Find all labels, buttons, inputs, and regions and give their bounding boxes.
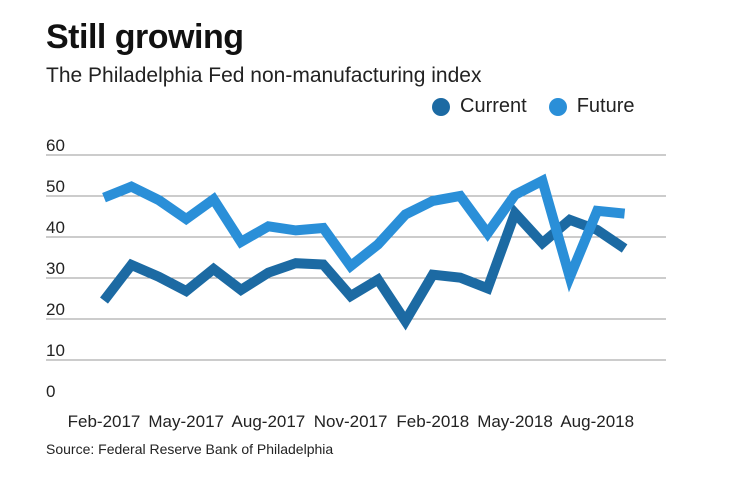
y-tick-label: 40 — [46, 218, 65, 237]
y-tick-label: 60 — [46, 136, 65, 155]
legend-item-future: Future — [548, 95, 635, 118]
legend-swatch-future — [548, 97, 567, 116]
chart-title: Still growing — [46, 18, 244, 56]
x-tick-label: May-2018 — [477, 412, 553, 431]
x-tick-label: May-2017 — [148, 412, 224, 431]
source-note: Source: Federal Reserve Bank of Philadel… — [46, 441, 334, 457]
legend-swatch-current — [432, 97, 450, 116]
x-tick-label: Nov-2017 — [314, 412, 388, 431]
y-tick-label: 20 — [46, 300, 65, 319]
legend-item-current: Current — [432, 95, 527, 118]
x-tick-label: Aug-2018 — [560, 412, 634, 431]
x-tick-label: Aug-2017 — [232, 412, 306, 431]
legend-label-current: Current — [460, 95, 527, 117]
series-line-current — [100, 203, 628, 331]
series-line-future — [102, 173, 626, 293]
legend: Current Future — [432, 95, 657, 118]
y-tick-label: 30 — [46, 259, 65, 278]
x-axis-ticks: Feb-2017 May-2017 Aug-2017 Nov-2017 Feb-2018… — [68, 412, 634, 431]
y-axis-ticks: 0 10 20 30 40 50 60 — [46, 136, 65, 401]
y-tick-label: 10 — [46, 341, 65, 360]
y-tick-label: 50 — [46, 177, 65, 196]
chart-subtitle: The Philadelphia Fed non-manufacturing i… — [46, 64, 482, 87]
legend-label-future: Future — [576, 95, 635, 117]
x-tick-label: Feb-2018 — [396, 412, 469, 431]
x-tick-label: Feb-2017 — [68, 412, 141, 431]
y-tick-label: 0 — [46, 382, 55, 401]
series-lines — [100, 173, 628, 331]
